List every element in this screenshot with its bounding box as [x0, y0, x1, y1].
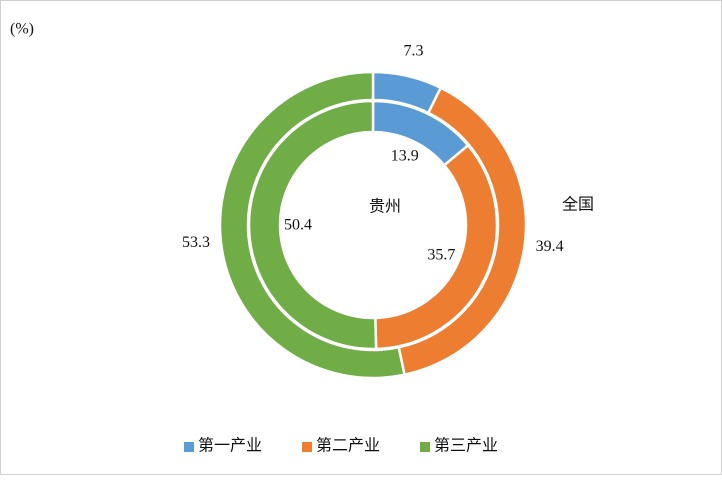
series-label: 贵州 [369, 198, 401, 216]
donut-segment [247, 99, 378, 351]
data-label: 39.4 [536, 238, 564, 255]
legend-label: 第三产业 [434, 437, 498, 455]
legend-swatch [420, 442, 430, 452]
legend-swatch [184, 442, 194, 452]
data-label: 7.3 [403, 42, 423, 59]
series-label: 全国 [562, 196, 594, 214]
legend-label: 第一产业 [198, 437, 262, 455]
legend-label: 第二产业 [316, 437, 380, 455]
legend-swatch [302, 442, 312, 452]
data-label: 13.9 [391, 148, 419, 165]
data-label: 53.3 [182, 234, 210, 251]
data-label: 50.4 [284, 217, 312, 234]
unit-label: (%) [10, 21, 34, 38]
data-label: 35.7 [427, 247, 455, 264]
